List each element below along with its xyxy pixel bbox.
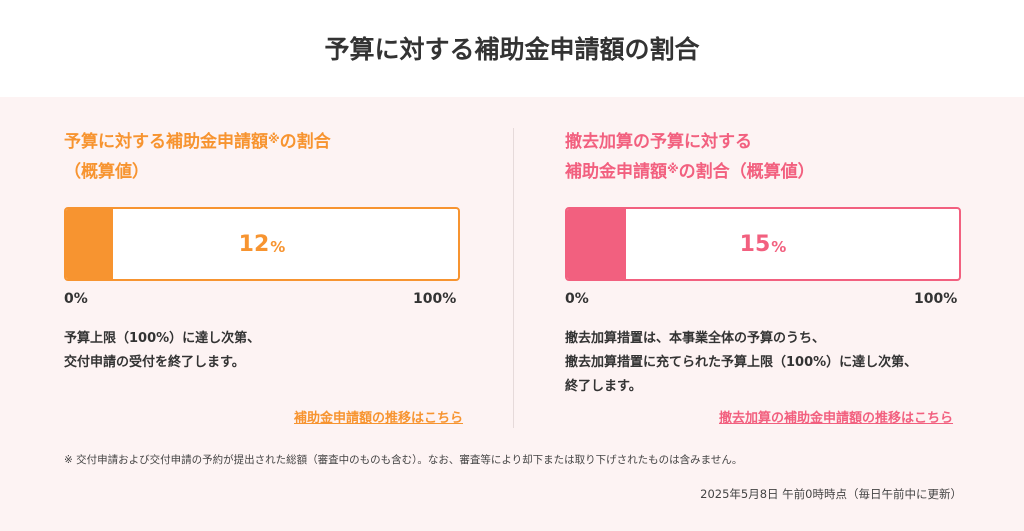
left-progress-value: 12% (66, 209, 458, 279)
left-progress-bar: 12% (64, 207, 460, 281)
right-percent-unit: % (771, 238, 787, 256)
right-progress-bar: 15% (565, 207, 961, 281)
left-description-line2: 交付申請の受付を終了します。 (64, 355, 245, 370)
right-scale-max: 100% (914, 291, 958, 307)
update-timestamp: 2025年5月8日 午前0時時点（毎日午前中に更新） (700, 487, 962, 501)
right-history-link[interactable]: 撤去加算の補助金申請額の推移はこちら (719, 411, 954, 426)
left-heading-footnote-mark: ※ (268, 132, 280, 146)
left-heading-text: 予算に対する補助金申請額 (64, 132, 268, 152)
right-heading-line2: 補助金申請額※の割合（概算値） (565, 157, 815, 187)
left-percent-number: 12 (238, 231, 270, 257)
left-description-line1: 予算上限（100%）に達し次第、 (64, 331, 261, 346)
right-description-line3: 終了します。 (565, 379, 642, 394)
right-progress-value: 15% (567, 209, 959, 279)
left-percent-unit: % (270, 238, 286, 256)
right-heading-text-post: の割合（概算値） (678, 162, 815, 182)
left-progress-fill (66, 209, 114, 279)
right-scale-min: 0% (565, 291, 589, 307)
right-percent-number: 15 (739, 231, 771, 257)
column-divider (513, 128, 514, 428)
right-progress-fill (567, 209, 626, 279)
footnote: ※ 交付申請および交付申請の予約が提出された総額（審査中のものも含む）。なお、審… (64, 454, 743, 466)
right-description-line2: 撤去加算措置に充てられた予算上限（100%）に達し次第、 (565, 355, 918, 370)
page-title: 予算に対する補助金申請額の割合 (324, 35, 700, 64)
left-heading-text-post: の割合 (279, 132, 331, 152)
right-heading-line1: 撤去加算の予算に対する (565, 132, 752, 152)
right-heading-text: 補助金申請額 (565, 162, 667, 182)
right-description: 撤去加算措置は、本事業全体の予算のうち、 撤去加算措置に充てられた予算上限（10… (565, 327, 917, 399)
right-heading: 撤去加算の予算に対する 補助金申請額※の割合（概算値） (565, 127, 815, 187)
ratio-panel (0, 97, 1024, 531)
right-heading-footnote-mark: ※ (667, 162, 679, 176)
left-heading-line1: 予算に対する補助金申請額※の割合 (64, 127, 331, 157)
left-description: 予算上限（100%）に達し次第、 交付申請の受付を終了します。 (64, 327, 260, 375)
left-heading: 予算に対する補助金申請額※の割合 （概算値） (64, 127, 331, 187)
left-scale-max: 100% (413, 291, 457, 307)
right-description-line1: 撤去加算措置は、本事業全体の予算のうち、 (565, 331, 826, 346)
left-history-link[interactable]: 補助金申請額の推移はこちら (294, 411, 464, 426)
left-scale-min: 0% (64, 291, 88, 307)
left-heading-line2: （概算値） (64, 162, 149, 182)
